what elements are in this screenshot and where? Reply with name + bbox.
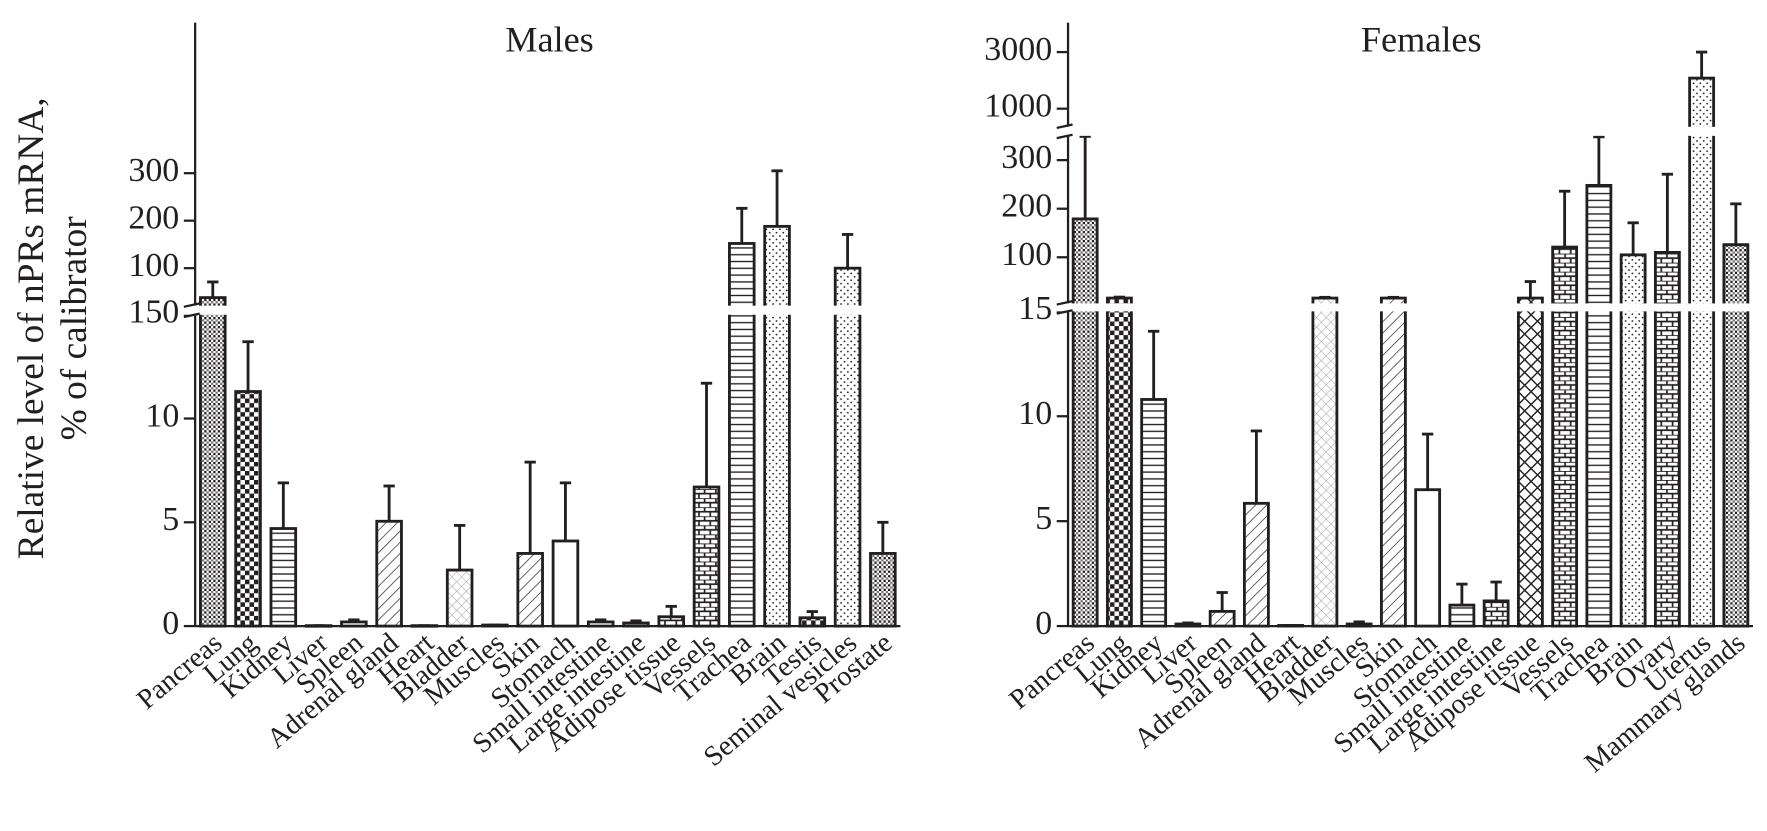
y-tick-label: 100 xyxy=(128,247,179,284)
y-tick-label: 100 xyxy=(1001,236,1052,273)
bar xyxy=(728,242,756,628)
bar xyxy=(445,568,474,628)
y-tick-label: 300 xyxy=(128,152,179,189)
bar xyxy=(1585,183,1613,628)
break-mark xyxy=(183,302,200,308)
bar xyxy=(375,519,403,628)
bar xyxy=(1345,622,1373,628)
bar xyxy=(692,485,721,628)
bar xyxy=(1208,609,1236,628)
bar xyxy=(516,552,544,628)
bar xyxy=(1688,76,1716,628)
break-mark xyxy=(1056,123,1073,130)
bar xyxy=(269,527,298,628)
y-tick-label: 1000 xyxy=(984,87,1052,124)
break-mark xyxy=(183,312,200,319)
bar xyxy=(763,224,791,628)
axis-break xyxy=(181,305,903,315)
y-tick-label: 200 xyxy=(128,199,179,236)
y-tick-label: 5 xyxy=(1035,500,1052,537)
y-tick-label: 300 xyxy=(1001,139,1052,176)
y-tick-label: 10 xyxy=(145,397,179,434)
axis-break xyxy=(1054,126,1756,136)
break-mark xyxy=(1056,309,1073,315)
bar xyxy=(657,615,686,628)
bar xyxy=(1243,501,1270,628)
panel-title: Females xyxy=(1361,19,1482,59)
y-tick-label: 150 xyxy=(128,294,179,331)
bar xyxy=(551,539,580,628)
bar xyxy=(1311,296,1339,628)
bar xyxy=(1140,398,1168,628)
bar xyxy=(622,621,650,628)
panel-title: Males xyxy=(505,19,594,59)
y-tick-label: 0 xyxy=(1035,605,1052,642)
bars xyxy=(199,169,897,628)
bar xyxy=(869,552,897,628)
y-tick-label: 5 xyxy=(162,501,179,538)
bar xyxy=(1414,488,1442,628)
bar xyxy=(1071,217,1099,628)
bar xyxy=(833,266,862,628)
bar xyxy=(234,390,262,628)
y-tick-label: 3000 xyxy=(984,31,1052,68)
y-tick-label: 15 xyxy=(1018,290,1052,327)
bar xyxy=(1448,603,1476,628)
y-tick-label: 0 xyxy=(162,605,179,642)
bar xyxy=(1379,296,1407,628)
y-axis-label: Relative level of nPRs mRNA, xyxy=(11,97,52,559)
y-axis-label: % of calibrator xyxy=(54,216,95,441)
break-mark xyxy=(1056,133,1073,140)
y-tick-label: 200 xyxy=(1001,188,1052,225)
bars xyxy=(1071,50,1750,628)
bar xyxy=(586,620,615,628)
axis-break xyxy=(1054,303,1756,312)
break-mark xyxy=(1056,300,1073,306)
y-tick-label: 10 xyxy=(1018,395,1052,432)
bar xyxy=(1106,296,1133,628)
bar xyxy=(1722,243,1750,628)
bar xyxy=(1482,599,1510,628)
bar xyxy=(1516,296,1544,628)
bar xyxy=(340,620,368,628)
bar xyxy=(199,296,227,628)
bar xyxy=(798,616,827,628)
